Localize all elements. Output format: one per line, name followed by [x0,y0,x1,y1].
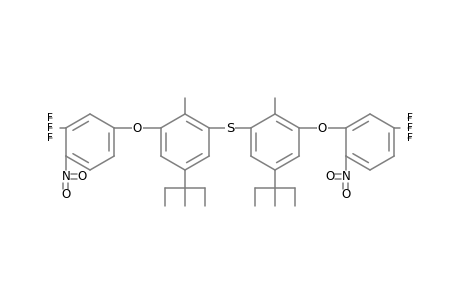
Text: F: F [47,123,53,133]
Text: O: O [325,169,334,182]
Text: F: F [406,113,412,123]
Text: O: O [61,188,70,200]
Text: N: N [61,169,70,182]
Text: O: O [133,122,142,134]
Text: F: F [406,123,412,133]
Text: O: O [317,122,326,134]
Text: S: S [225,122,234,134]
Text: F: F [47,113,53,123]
Text: N: N [341,169,349,182]
Text: O: O [341,188,350,200]
Text: O: O [77,169,86,182]
Text: F: F [47,133,53,143]
Text: F: F [406,133,412,143]
